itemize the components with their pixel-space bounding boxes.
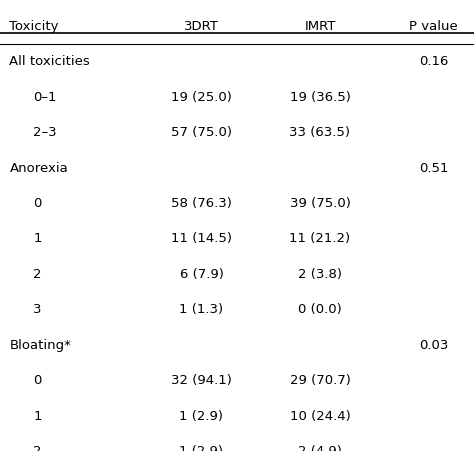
Text: IMRT: IMRT xyxy=(304,20,336,33)
Text: 1: 1 xyxy=(33,232,42,245)
Text: 33 (63.5): 33 (63.5) xyxy=(290,126,350,139)
Text: 0.51: 0.51 xyxy=(419,161,448,174)
Text: 1 (2.9): 1 (2.9) xyxy=(180,409,223,422)
Text: 10 (24.4): 10 (24.4) xyxy=(290,409,350,422)
Text: 19 (25.0): 19 (25.0) xyxy=(171,90,232,103)
Text: 2 (4.9): 2 (4.9) xyxy=(298,444,342,451)
Text: 32 (94.1): 32 (94.1) xyxy=(171,373,232,387)
Text: All toxicities: All toxicities xyxy=(9,55,90,68)
Text: 58 (76.3): 58 (76.3) xyxy=(171,197,232,210)
Text: 0 (0.0): 0 (0.0) xyxy=(298,303,342,316)
Text: 1: 1 xyxy=(33,409,42,422)
Text: 19 (36.5): 19 (36.5) xyxy=(290,90,350,103)
Text: Bloating*: Bloating* xyxy=(9,338,72,351)
Text: 0–1: 0–1 xyxy=(33,90,57,103)
Text: 29 (70.7): 29 (70.7) xyxy=(290,373,350,387)
Text: 3DRT: 3DRT xyxy=(184,20,219,33)
Text: 57 (75.0): 57 (75.0) xyxy=(171,126,232,139)
Text: 2 (3.8): 2 (3.8) xyxy=(298,267,342,280)
Text: 2–3: 2–3 xyxy=(33,126,57,139)
Text: 39 (75.0): 39 (75.0) xyxy=(290,197,350,210)
Text: Toxicity: Toxicity xyxy=(9,20,59,33)
Text: 11 (14.5): 11 (14.5) xyxy=(171,232,232,245)
Text: 1 (2.9): 1 (2.9) xyxy=(180,444,223,451)
Text: 6 (7.9): 6 (7.9) xyxy=(180,267,223,280)
Text: 0.16: 0.16 xyxy=(419,55,448,68)
Text: 11 (21.2): 11 (21.2) xyxy=(290,232,350,245)
Text: Anorexia: Anorexia xyxy=(9,161,68,174)
Text: 1 (1.3): 1 (1.3) xyxy=(179,303,224,316)
Text: 2: 2 xyxy=(33,444,42,451)
Text: 0: 0 xyxy=(33,197,42,210)
Text: 3: 3 xyxy=(33,303,42,316)
Text: P value: P value xyxy=(410,20,458,33)
Text: 0.03: 0.03 xyxy=(419,338,448,351)
Text: 0: 0 xyxy=(33,373,42,387)
Text: 2: 2 xyxy=(33,267,42,280)
